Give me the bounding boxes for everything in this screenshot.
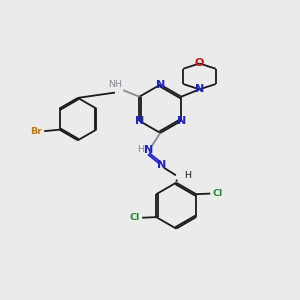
Text: Cl: Cl (130, 213, 140, 222)
Text: H: H (137, 145, 144, 154)
Text: N: N (157, 160, 166, 170)
Text: Cl: Cl (212, 189, 223, 198)
Text: N: N (195, 84, 204, 94)
Text: N: N (135, 116, 144, 126)
Text: N: N (156, 80, 165, 90)
Text: N: N (177, 116, 186, 126)
Text: N: N (145, 145, 154, 155)
Text: Br: Br (31, 127, 42, 136)
Text: NH: NH (108, 80, 122, 89)
Text: O: O (195, 58, 204, 68)
Text: H: H (184, 171, 191, 180)
